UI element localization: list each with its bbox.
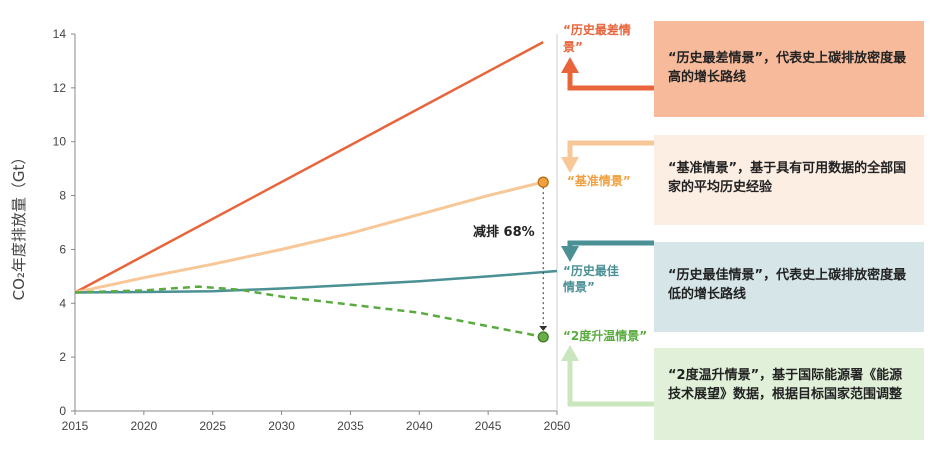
y-tick-label: 6 xyxy=(59,242,66,256)
x-tick-label: 2045 xyxy=(475,419,502,433)
x-tick-label: 2040 xyxy=(406,419,433,433)
axes: 0 2 4 6 8 10 12 14 2015 2020 2025 2030 2035 2040 2045 2… xyxy=(53,27,571,433)
y-tick-label: 12 xyxy=(53,81,67,95)
arrowhead-worst xyxy=(561,57,579,73)
arrow-base xyxy=(567,140,654,158)
reduction-annotation: 减排 68% xyxy=(473,224,535,240)
x-tick-label: 2035 xyxy=(337,419,364,433)
y-tick-label: 14 xyxy=(53,27,67,41)
y-tick-label: 0 xyxy=(59,404,66,418)
x-tick-label: 2025 xyxy=(199,419,226,433)
x-tick-label: 2050 xyxy=(544,419,571,433)
y-tick-label: 8 xyxy=(59,189,66,203)
y-tick-label: 2 xyxy=(59,350,66,364)
arrowhead-deg2 xyxy=(561,345,579,361)
box-base: “基准情景”，基于具有可用数据的全部国家的平均历史经验 xyxy=(654,135,924,225)
box-best: “历史最佳情景”，代表史上碳排放密度最低的增长路线 xyxy=(654,242,924,332)
arrow-worst xyxy=(567,72,654,91)
callout-arrows xyxy=(561,57,654,407)
series-line-worst xyxy=(74,40,544,294)
y-tick-label: 4 xyxy=(59,296,66,310)
series-line-base xyxy=(74,180,544,294)
series-lines xyxy=(74,40,558,343)
endpoint-marker-0 xyxy=(537,176,549,188)
arrow-best xyxy=(567,240,654,248)
label-worst-line1: “历史最差情 xyxy=(563,22,631,37)
y-tick-label: 10 xyxy=(53,135,67,149)
label-deg2: “2度升温情景” xyxy=(563,328,647,343)
x-tick-label: 2015 xyxy=(62,419,89,433)
label-worst-line2: 景” xyxy=(563,40,583,54)
arrowhead-base xyxy=(561,157,579,173)
box-deg2: “2度温升情景”，基于国际能源署《能源技术展望》数据，根据目标国家范围调整 xyxy=(654,348,924,440)
arrow-deg2 xyxy=(567,360,654,407)
y-axis-label: CO₂年度排放量（Gt） xyxy=(10,150,28,301)
label-best-line1: “历史最佳 xyxy=(563,263,619,278)
label-base: “基准情景” xyxy=(567,173,631,188)
label-best-line2: 情景” xyxy=(563,279,595,294)
x-tick-label: 2030 xyxy=(268,419,295,433)
reduction-arrowhead xyxy=(539,325,548,331)
series-line-best xyxy=(74,269,558,294)
x-tick-label: 2020 xyxy=(131,419,158,433)
endpoint-marker-1 xyxy=(537,331,549,343)
series-line-deg2 xyxy=(74,285,544,339)
box-worst: “历史最差情景”，代表史上碳排放密度最高的增长路线 xyxy=(654,21,924,117)
arrowhead-best xyxy=(561,246,579,262)
